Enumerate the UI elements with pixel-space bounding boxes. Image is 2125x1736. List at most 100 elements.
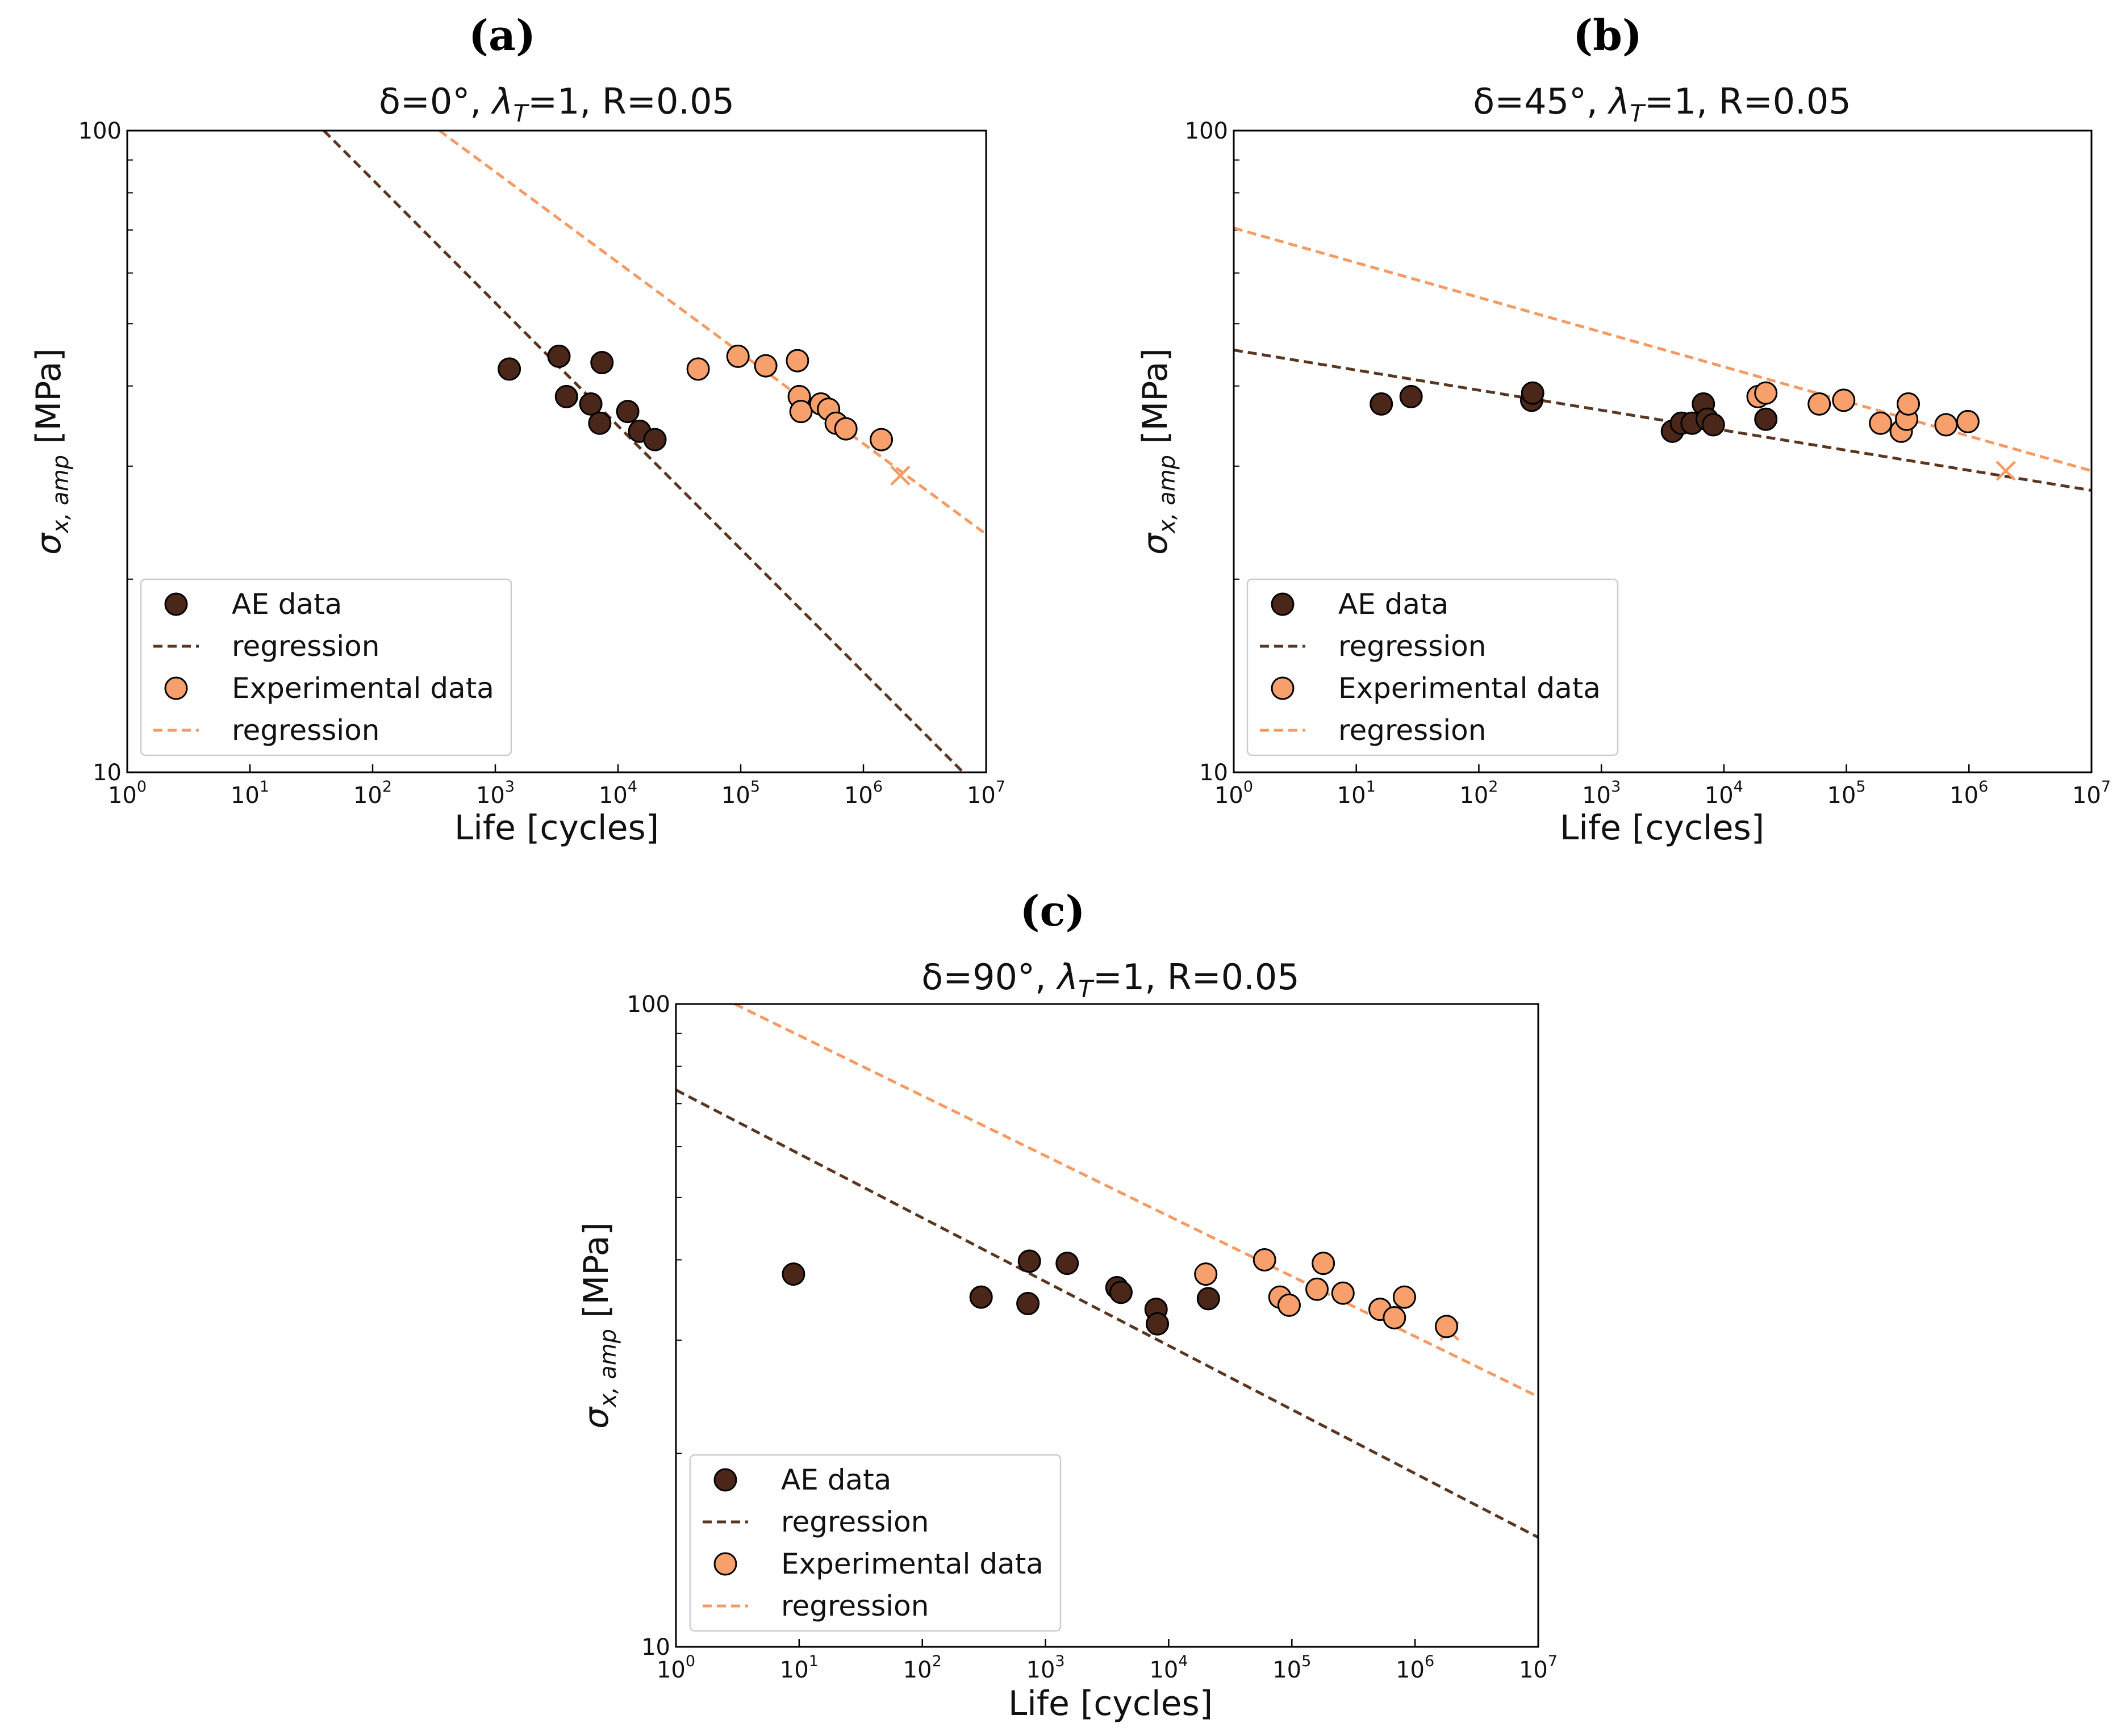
ae-data-point bbox=[1754, 407, 1778, 431]
legend-label: regression bbox=[781, 1589, 929, 1622]
exp-data-point bbox=[1832, 388, 1856, 412]
y-axis-label: σx, amp [MPa] bbox=[29, 348, 74, 555]
ae-data-point bbox=[1521, 381, 1544, 405]
exp-data-point bbox=[1305, 1277, 1329, 1301]
exp-data-point bbox=[1754, 381, 1778, 405]
legend-label: regression bbox=[781, 1505, 929, 1538]
exp-data-point bbox=[1392, 1285, 1416, 1309]
y-tick-label: 10 bbox=[93, 760, 122, 786]
ae-data-point bbox=[643, 428, 667, 451]
chart-title: δ=90°, λT=1, R=0.05 bbox=[921, 956, 1299, 1003]
panel-label: (b) bbox=[1573, 11, 1642, 60]
exp-data-point bbox=[870, 428, 894, 451]
legend-marker bbox=[1271, 676, 1295, 700]
exp-data-point bbox=[754, 354, 778, 378]
legend-label: Experimental data bbox=[1338, 672, 1601, 705]
x-tick-label: 105 bbox=[1272, 1653, 1311, 1683]
x-tick-label: 102 bbox=[353, 778, 392, 809]
x-tick-label: 104 bbox=[599, 778, 637, 809]
exp-data-point bbox=[726, 344, 750, 368]
y-axis-label: σx, amp [MPa] bbox=[1135, 348, 1180, 555]
ae-data-point bbox=[1701, 413, 1725, 437]
plot-frame bbox=[126, 129, 987, 773]
legend-marker bbox=[1271, 592, 1295, 616]
legend-box bbox=[1246, 578, 1619, 756]
legend: AE data regression Experimental data regres… bbox=[1246, 578, 1619, 756]
x-tick-label: 103 bbox=[1026, 1653, 1065, 1683]
legend-label: AE data bbox=[1338, 588, 1448, 621]
legend-label: Experimental data bbox=[781, 1547, 1043, 1580]
plot-frame bbox=[1233, 129, 2093, 773]
exp-data-point bbox=[1934, 413, 1958, 437]
exp-data-point bbox=[1869, 411, 1893, 435]
legend: AE data regression Experimental data regres… bbox=[689, 1454, 1062, 1632]
x-tick-label: 102 bbox=[1459, 778, 1498, 809]
x-tick-label: 107 bbox=[967, 778, 1005, 809]
legend-label: regression bbox=[232, 630, 379, 663]
panel-label: (a) bbox=[469, 11, 536, 60]
x-tick-label: 101 bbox=[780, 1653, 819, 1683]
y-tick-label: 100 bbox=[1185, 118, 1228, 144]
x-axis-label: Life [cycles] bbox=[1008, 1684, 1213, 1724]
ae-data-point bbox=[579, 392, 603, 416]
legend-marker bbox=[713, 1552, 737, 1576]
panel-label: (c) bbox=[1020, 887, 1085, 936]
runout-marker bbox=[1995, 461, 2016, 481]
exp-data-point bbox=[1331, 1281, 1355, 1305]
legend-box bbox=[689, 1454, 1062, 1632]
x-tick-label: 105 bbox=[1827, 778, 1866, 809]
legend-label: regression bbox=[1338, 714, 1486, 747]
exp-data-point bbox=[786, 349, 809, 373]
legend-label: regression bbox=[1338, 630, 1486, 663]
exp-data-point bbox=[789, 400, 813, 424]
legend-marker bbox=[164, 676, 188, 700]
exp-data-point bbox=[1435, 1315, 1459, 1338]
ae-data-point bbox=[1399, 384, 1423, 408]
ae-data-point bbox=[1196, 1287, 1220, 1311]
exp-data-point bbox=[1312, 1252, 1335, 1275]
legend-label: Experimental data bbox=[232, 672, 494, 705]
exp-data-point bbox=[1253, 1248, 1276, 1271]
chart-title: δ=45°, λT=1, R=0.05 bbox=[1473, 81, 1851, 127]
runout-marker bbox=[890, 465, 911, 486]
ae-data-point bbox=[547, 344, 571, 368]
exp-data-point bbox=[1807, 392, 1831, 416]
plot-frame bbox=[675, 1003, 1539, 1648]
exp-data-point bbox=[686, 357, 710, 381]
exp-data-point bbox=[1383, 1306, 1406, 1330]
x-tick-label: 103 bbox=[1582, 778, 1621, 809]
panel-a: (a) δ=0°, λT=1, R=0.05 100 101 102 103 104 10… bbox=[29, 11, 1005, 848]
legend-label: AE data bbox=[781, 1463, 891, 1496]
ae-data-point bbox=[590, 351, 614, 375]
y-tick-label: 10 bbox=[641, 1634, 670, 1660]
panel-b: (b) δ=45°, λT=1, R=0.05 100 101 102 103 104 1… bbox=[1135, 11, 2111, 848]
x-tick-label: 103 bbox=[476, 778, 515, 809]
x-tick-label: 107 bbox=[1519, 1653, 1558, 1683]
ae-regression-line bbox=[323, 131, 965, 772]
x-tick-label: 106 bbox=[844, 778, 883, 809]
ae-data-point bbox=[969, 1285, 993, 1309]
x-tick-label: 100 bbox=[1214, 778, 1253, 809]
exp-data-point bbox=[1277, 1293, 1301, 1317]
x-tick-label: 100 bbox=[657, 1653, 695, 1683]
x-tick-label: 104 bbox=[1149, 1653, 1188, 1683]
x-axis-label: Life [cycles] bbox=[454, 808, 659, 848]
ae-data-point bbox=[1370, 392, 1393, 416]
exp-data-point bbox=[1897, 392, 1921, 416]
ae-data-point bbox=[554, 384, 578, 408]
y-tick-label: 100 bbox=[78, 118, 122, 144]
ae-data-point bbox=[616, 400, 640, 424]
exp-data-point bbox=[1194, 1262, 1218, 1286]
legend-box bbox=[140, 578, 512, 756]
ae-regression-line bbox=[676, 1089, 1538, 1539]
chart-title: δ=0°, λT=1, R=0.05 bbox=[379, 81, 734, 127]
exp-data-point bbox=[834, 417, 858, 441]
x-tick-label: 102 bbox=[903, 1653, 942, 1683]
ae-data-point bbox=[782, 1262, 805, 1286]
x-tick-label: 107 bbox=[2072, 778, 2111, 809]
exp-regression-line bbox=[439, 131, 986, 536]
ae-data-point bbox=[1016, 1291, 1040, 1315]
ae-data-point bbox=[498, 357, 521, 381]
